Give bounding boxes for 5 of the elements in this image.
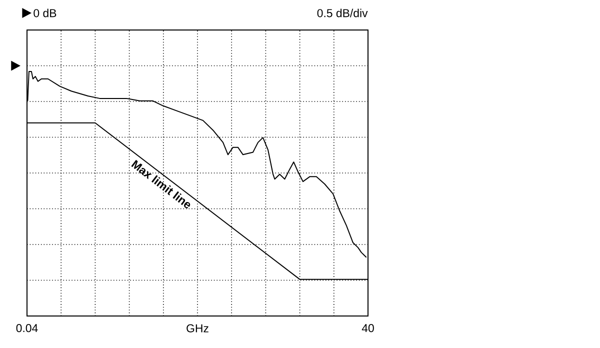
x-tick-label: 40	[362, 324, 374, 332]
text: 0.5 dB/div	[317, 8, 368, 18]
text: 0 dB	[34, 8, 56, 18]
x-tick-label: 0.04	[16, 324, 38, 332]
x-axis-title: GHz	[186, 324, 208, 332]
